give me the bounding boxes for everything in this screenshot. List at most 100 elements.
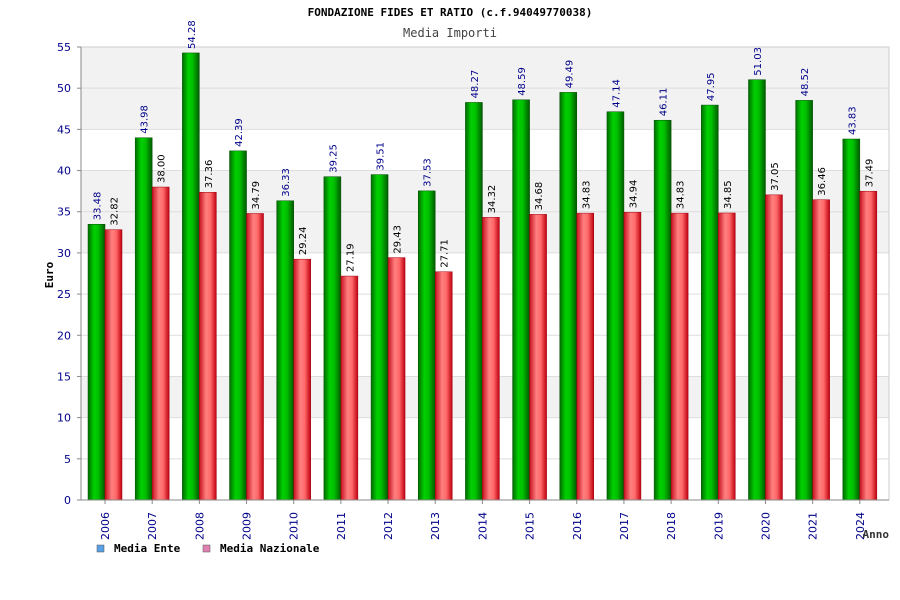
data-label-media-ente: 43.83 <box>847 106 858 135</box>
y-tick-label: 35 <box>57 206 71 219</box>
y-tick-label: 55 <box>57 41 71 54</box>
data-label-media-ente: 48.27 <box>470 70 481 99</box>
y-tick-label: 20 <box>57 329 71 342</box>
bar-media-ente <box>417 190 436 501</box>
x-tick-label: 2019 <box>712 512 725 540</box>
data-label-media-ente: 36.33 <box>281 168 292 197</box>
bar-media-nazionale <box>340 275 359 501</box>
y-tick-label: 25 <box>57 288 71 301</box>
data-label-media-nazionale: 38.00 <box>157 154 168 183</box>
bar-media-nazionale <box>812 199 830 501</box>
data-label-media-ente: 33.48 <box>93 192 104 221</box>
bar-media-ente <box>370 174 389 501</box>
bar-media-nazionale <box>765 194 783 501</box>
bar-media-ente <box>653 119 672 501</box>
bar-media-ente <box>182 52 200 501</box>
data-label-media-ente: 39.25 <box>328 144 339 173</box>
x-tick-label: 2010 <box>288 512 301 540</box>
y-tick-label: 50 <box>57 82 71 95</box>
data-label-media-nazionale: 37.49 <box>864 159 875 188</box>
x-tick-label: 2015 <box>524 512 537 540</box>
chart-title: FONDAZIONE FIDES ET RATIO (c.f.940497700… <box>308 6 593 19</box>
data-label-media-nazionale: 37.05 <box>770 162 781 191</box>
data-label-media-nazionale: 34.68 <box>534 182 545 211</box>
y-tick-label: 0 <box>64 494 71 507</box>
data-label-media-nazionale: 27.71 <box>440 239 451 268</box>
bar-media-ente <box>701 104 719 501</box>
x-tick-label: 2008 <box>193 512 206 540</box>
bar-media-nazionale <box>199 192 217 501</box>
bar-media-nazionale <box>482 217 500 501</box>
data-label-media-ente: 48.52 <box>800 68 811 97</box>
data-label-media-nazionale: 29.24 <box>298 227 309 256</box>
data-label-media-nazionale: 34.79 <box>251 181 262 210</box>
x-tick-label: 2021 <box>807 512 820 540</box>
chart-subtitle: Media Importi <box>403 26 497 40</box>
data-label-media-nazionale: 34.32 <box>487 185 498 214</box>
data-label-media-ente: 47.14 <box>611 79 622 108</box>
bar-media-nazionale <box>529 214 547 501</box>
bar-media-nazionale <box>151 186 170 501</box>
bar-media-ente <box>606 111 625 501</box>
x-axis-label: Anno <box>863 528 890 541</box>
bar-media-ente <box>87 223 106 501</box>
data-label-media-ente: 47.95 <box>706 72 717 101</box>
x-tick-label: 2020 <box>759 512 772 540</box>
y-tick-label: 45 <box>57 123 71 136</box>
y-tick-label: 40 <box>57 165 71 178</box>
x-tick-label: 2009 <box>241 512 254 540</box>
bar-media-ente <box>842 138 861 501</box>
data-label-media-ente: 49.49 <box>564 60 575 89</box>
bar-media-nazionale <box>859 190 878 501</box>
bar-media-nazionale <box>576 212 595 501</box>
bar-media-nazionale <box>623 211 642 501</box>
x-tick-label: 2013 <box>429 512 442 540</box>
data-label-media-ente: 37.53 <box>423 158 434 187</box>
x-tick-label: 2007 <box>146 512 159 540</box>
bar-media-ente <box>465 102 483 501</box>
bar-media-ente <box>134 137 153 501</box>
data-label-media-ente: 43.98 <box>140 105 151 134</box>
legend: Media Ente Media Nazionale <box>96 542 320 555</box>
x-tick-label: 2017 <box>618 512 631 540</box>
legend-label-ente: Media Ente <box>114 542 181 555</box>
bar-media-nazionale <box>387 257 406 501</box>
bar-media-ente <box>323 176 342 501</box>
bars: 33.48 32.82 43.98 38.00 54.28 37.36 42.39 34.79… <box>87 20 878 501</box>
bar-media-ente <box>795 100 813 501</box>
y-tick-label: 5 <box>64 453 71 466</box>
bar-media-ente <box>276 200 294 501</box>
grid-band <box>81 47 889 89</box>
bar-media-nazionale <box>293 258 311 501</box>
x-tick-label: 2016 <box>571 512 584 540</box>
data-label-media-ente: 48.59 <box>517 67 528 96</box>
data-label-media-ente: 54.28 <box>187 20 198 49</box>
data-label-media-nazionale: 34.83 <box>676 180 687 209</box>
data-label-media-nazionale: 29.43 <box>393 225 404 254</box>
data-label-media-nazionale: 37.36 <box>204 160 215 189</box>
y-axis-label: Euro <box>43 261 56 288</box>
bar-media-nazionale <box>104 229 123 501</box>
data-label-media-nazionale: 34.85 <box>723 180 734 209</box>
x-tick-label: 2012 <box>382 512 395 540</box>
bar-media-ente <box>748 79 766 501</box>
x-axis: 2006 2007 2008 2009 2010 2011 2012 2013 2014 2015… <box>81 499 889 540</box>
data-label-media-ente: 39.51 <box>376 142 387 171</box>
grid-band <box>81 129 889 171</box>
grid-band <box>81 88 889 130</box>
x-tick-label: 2014 <box>476 512 489 540</box>
x-tick-label: 2024 <box>854 512 867 540</box>
data-label-media-nazionale: 36.46 <box>817 167 828 196</box>
data-label-media-nazionale: 34.83 <box>581 180 592 209</box>
bar-media-nazionale <box>434 271 453 501</box>
legend-swatch-ente <box>96 544 105 553</box>
x-tick-label: 2018 <box>665 512 678 540</box>
y-tick-label: 15 <box>57 370 71 383</box>
y-tick-label: 10 <box>57 412 71 425</box>
bar-media-ente <box>512 99 530 501</box>
data-label-media-nazionale: 34.94 <box>628 180 639 209</box>
y-tick-label: 30 <box>57 247 71 260</box>
bar-media-nazionale <box>670 212 689 501</box>
data-label-media-ente: 51.03 <box>753 47 764 76</box>
